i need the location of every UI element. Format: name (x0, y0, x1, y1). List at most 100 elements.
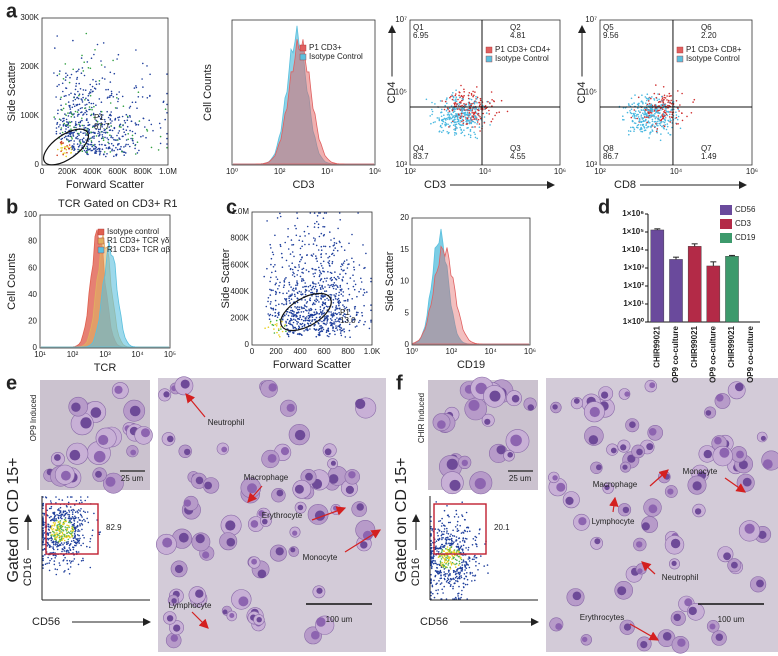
event-dot (460, 84, 462, 87)
event-dot (65, 118, 68, 121)
event-dot (351, 298, 354, 300)
event-dot (291, 319, 293, 321)
y-tick-label: 1×10⁵ (622, 227, 644, 236)
event-dot (477, 569, 479, 571)
event-dot (430, 556, 432, 559)
event-dot (64, 570, 66, 572)
event-dot (83, 127, 85, 129)
event-dot (474, 91, 476, 93)
event-dot (59, 564, 61, 567)
event-dot (74, 121, 77, 123)
event-dot (281, 330, 284, 333)
event-dot (68, 516, 71, 518)
event-dot (339, 284, 342, 287)
event-dot (634, 110, 637, 112)
nucleus (356, 503, 364, 511)
event-dot (110, 136, 112, 139)
event-dot (634, 117, 637, 120)
event-dot (319, 306, 322, 308)
event-dot (300, 291, 302, 293)
event-dot (58, 498, 60, 501)
event-dot (338, 308, 341, 310)
event-dot (469, 134, 472, 137)
nucleus (294, 484, 304, 494)
event-dot (436, 117, 439, 119)
event-dot (446, 527, 448, 530)
event-dot (109, 71, 112, 74)
event-dot (655, 96, 658, 99)
event-dot (67, 122, 70, 125)
nucleus (677, 638, 686, 647)
event-dot (346, 318, 349, 321)
event-dot (458, 537, 460, 540)
event-dot (137, 96, 140, 98)
event-dot (311, 316, 314, 319)
event-dot (662, 101, 664, 103)
event-dot (53, 532, 55, 534)
event-dot (78, 542, 80, 544)
event-dot (274, 270, 277, 273)
event-dot (478, 532, 480, 535)
event-dot (301, 268, 304, 271)
event-dot (82, 93, 84, 96)
event-dot (50, 558, 53, 560)
event-dot (59, 522, 62, 524)
event-dot (131, 137, 134, 140)
event-dot (58, 83, 60, 86)
event-dot (475, 112, 478, 114)
event-dot (364, 266, 366, 269)
event-dot (269, 322, 272, 324)
event-dot (455, 96, 458, 98)
event-dot (338, 294, 340, 297)
event-dot (307, 285, 310, 288)
panel-letter: b (6, 196, 18, 218)
event-dot (77, 121, 80, 124)
event-dot (363, 323, 365, 326)
event-dot (278, 334, 280, 336)
event-dot (318, 333, 321, 336)
cell-label: Monocyte (683, 467, 718, 476)
event-dot (460, 558, 463, 561)
event-dot (668, 95, 671, 97)
event-dot (466, 117, 468, 119)
event-dot (443, 565, 445, 568)
event-dot (80, 522, 83, 525)
nucleus (129, 405, 141, 417)
event-dot (68, 147, 70, 150)
event-dot (284, 298, 286, 300)
x-tick-label: 200 (269, 347, 283, 356)
event-dot (465, 105, 467, 107)
event-dot (303, 304, 306, 307)
event-dot (64, 113, 66, 115)
event-dot (101, 148, 104, 150)
nucleus (627, 454, 636, 463)
x-axis-label: TCR (94, 362, 117, 374)
event-dot (83, 537, 85, 539)
event-dot (110, 122, 112, 124)
event-dot (306, 316, 308, 318)
event-dot (322, 287, 324, 290)
event-dot (70, 517, 72, 519)
event-dot (440, 525, 443, 527)
nucleus (238, 596, 249, 607)
event-dot (298, 264, 300, 266)
legend-swatch (97, 237, 105, 245)
event-dot (463, 91, 466, 93)
event-dot (337, 297, 340, 300)
event-dot (48, 562, 50, 564)
event-dot (281, 318, 284, 320)
event-dot (54, 554, 56, 557)
event-dot (445, 547, 447, 550)
event-dot (447, 560, 449, 563)
event-dot (333, 294, 335, 296)
x-tick-label: 10⁴ (479, 167, 492, 176)
event-dot (370, 277, 372, 280)
event-dot (351, 320, 353, 323)
event-dot (73, 558, 76, 560)
event-dot (456, 559, 458, 562)
event-dot (475, 108, 478, 110)
event-dot (314, 272, 316, 275)
panel-letter: e (6, 372, 17, 394)
event-dot (345, 313, 347, 316)
event-dot (431, 565, 433, 568)
